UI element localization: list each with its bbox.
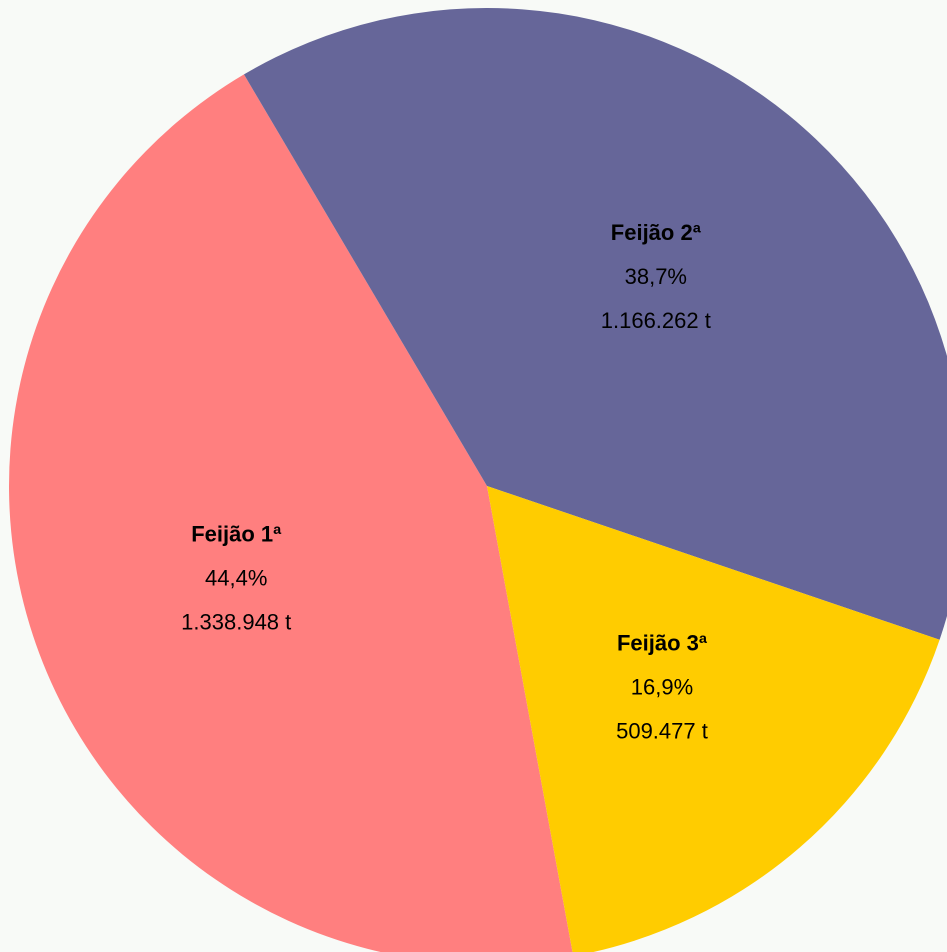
pie-slice [487, 486, 940, 952]
slice-percent: 16,9% [631, 674, 693, 699]
pie-slice [9, 74, 573, 952]
slice-name: Feijão 3ª [617, 630, 708, 655]
slice-tonnage: 1.166.262 t [601, 308, 711, 333]
slice-percent: 38,7% [625, 264, 687, 289]
slice-name: Feijão 2ª [611, 220, 702, 245]
slice-percent: 44,4% [205, 565, 267, 590]
slice-tonnage: 1.338.948 t [181, 609, 291, 634]
pie-slice [243, 7, 947, 640]
slice-tonnage: 509.477 t [616, 718, 708, 743]
slice-name: Feijão 1ª [191, 521, 282, 546]
